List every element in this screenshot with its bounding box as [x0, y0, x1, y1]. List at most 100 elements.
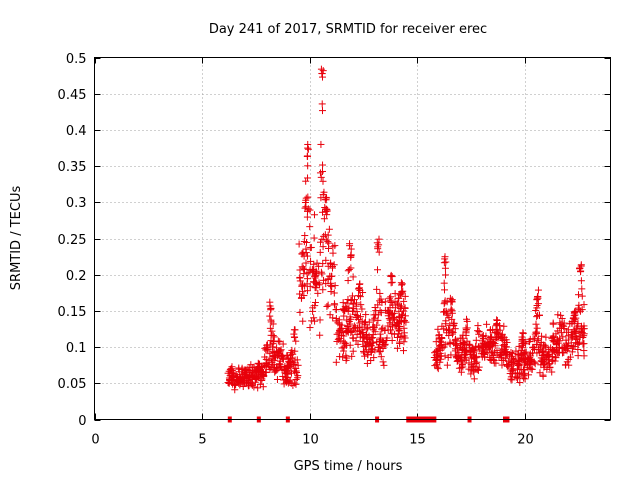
data-point	[339, 353, 347, 361]
data-point	[303, 213, 311, 221]
data-point	[344, 277, 352, 285]
data-point	[289, 381, 297, 389]
axis-ticks	[94, 57, 611, 421]
data-point	[514, 362, 522, 370]
data-point	[559, 333, 567, 341]
data-point	[574, 352, 582, 360]
data-point	[322, 236, 330, 244]
data-point	[492, 328, 500, 336]
data-point	[498, 330, 506, 338]
data-point	[342, 327, 350, 335]
data-point	[254, 363, 262, 371]
data-point	[495, 333, 503, 341]
data-point	[354, 340, 362, 348]
data-point	[304, 145, 312, 153]
data-point	[568, 328, 576, 336]
data-point	[310, 314, 318, 322]
data-point	[325, 225, 333, 233]
data-point	[266, 312, 274, 320]
x-tick-label: 0	[91, 433, 99, 448]
data-point	[518, 344, 526, 352]
data-point	[236, 376, 244, 384]
data-point	[570, 343, 578, 351]
data-point	[457, 364, 465, 372]
data-point	[534, 311, 542, 319]
data-point	[302, 259, 310, 267]
data-point	[235, 379, 243, 387]
data-point	[556, 319, 564, 327]
data-point	[290, 330, 298, 338]
data-point	[553, 344, 561, 352]
data-point	[258, 376, 266, 384]
data-point	[302, 196, 310, 204]
data-point	[557, 320, 565, 328]
data-point	[351, 296, 359, 304]
data-point	[347, 296, 355, 304]
data-point	[313, 280, 321, 288]
data-point	[447, 305, 455, 313]
data-point	[319, 161, 327, 169]
data-point	[454, 345, 462, 353]
data-point	[400, 297, 408, 305]
data-point	[261, 353, 269, 361]
data-point	[388, 320, 396, 328]
data-point	[507, 375, 515, 383]
data-point	[396, 340, 404, 348]
data-point	[370, 354, 378, 362]
data-point	[499, 341, 507, 349]
data-point	[461, 341, 469, 349]
data-point	[490, 357, 498, 365]
data-point	[254, 384, 262, 392]
data-point	[242, 367, 250, 375]
data-point	[398, 288, 406, 296]
data-point	[307, 257, 315, 265]
data-point	[319, 177, 327, 185]
data-point	[347, 329, 355, 337]
data-point	[549, 337, 557, 345]
y-tick-label: 0.15	[58, 305, 87, 320]
data-point	[272, 364, 280, 372]
data-point	[400, 307, 408, 315]
data-point	[344, 267, 352, 275]
data-point	[381, 298, 389, 306]
data-point	[338, 321, 346, 329]
data-point	[554, 339, 562, 347]
data-point	[318, 235, 326, 243]
data-point	[448, 307, 456, 315]
data-point	[337, 332, 345, 340]
data-point	[299, 281, 307, 289]
data-point	[345, 304, 353, 312]
data-point	[539, 347, 547, 355]
data-point	[290, 333, 298, 341]
data-point	[445, 331, 453, 339]
data-point	[463, 337, 471, 345]
data-point	[268, 358, 276, 366]
data-point	[441, 264, 449, 272]
data-point	[484, 349, 492, 357]
y-tick-label: 0.35	[58, 160, 87, 175]
data-point	[461, 351, 469, 359]
data-point	[381, 306, 389, 314]
data-point	[399, 347, 407, 355]
data-point	[538, 332, 546, 340]
data-point	[486, 326, 494, 334]
data-point	[319, 260, 327, 268]
data-point	[375, 235, 383, 243]
data-point	[317, 173, 325, 181]
data-point	[269, 331, 277, 339]
data-point	[340, 347, 348, 355]
data-point	[316, 316, 324, 324]
data-point	[290, 326, 298, 334]
data-point	[576, 333, 584, 341]
data-point	[552, 354, 560, 362]
data-point	[339, 305, 347, 313]
data-point	[384, 322, 392, 330]
data-point	[379, 358, 387, 366]
data-point	[339, 299, 347, 307]
data-point	[330, 261, 338, 269]
data-point	[401, 312, 409, 320]
data-point	[361, 321, 369, 329]
data-point	[451, 325, 459, 333]
data-point	[320, 232, 328, 240]
data-point	[331, 242, 339, 250]
